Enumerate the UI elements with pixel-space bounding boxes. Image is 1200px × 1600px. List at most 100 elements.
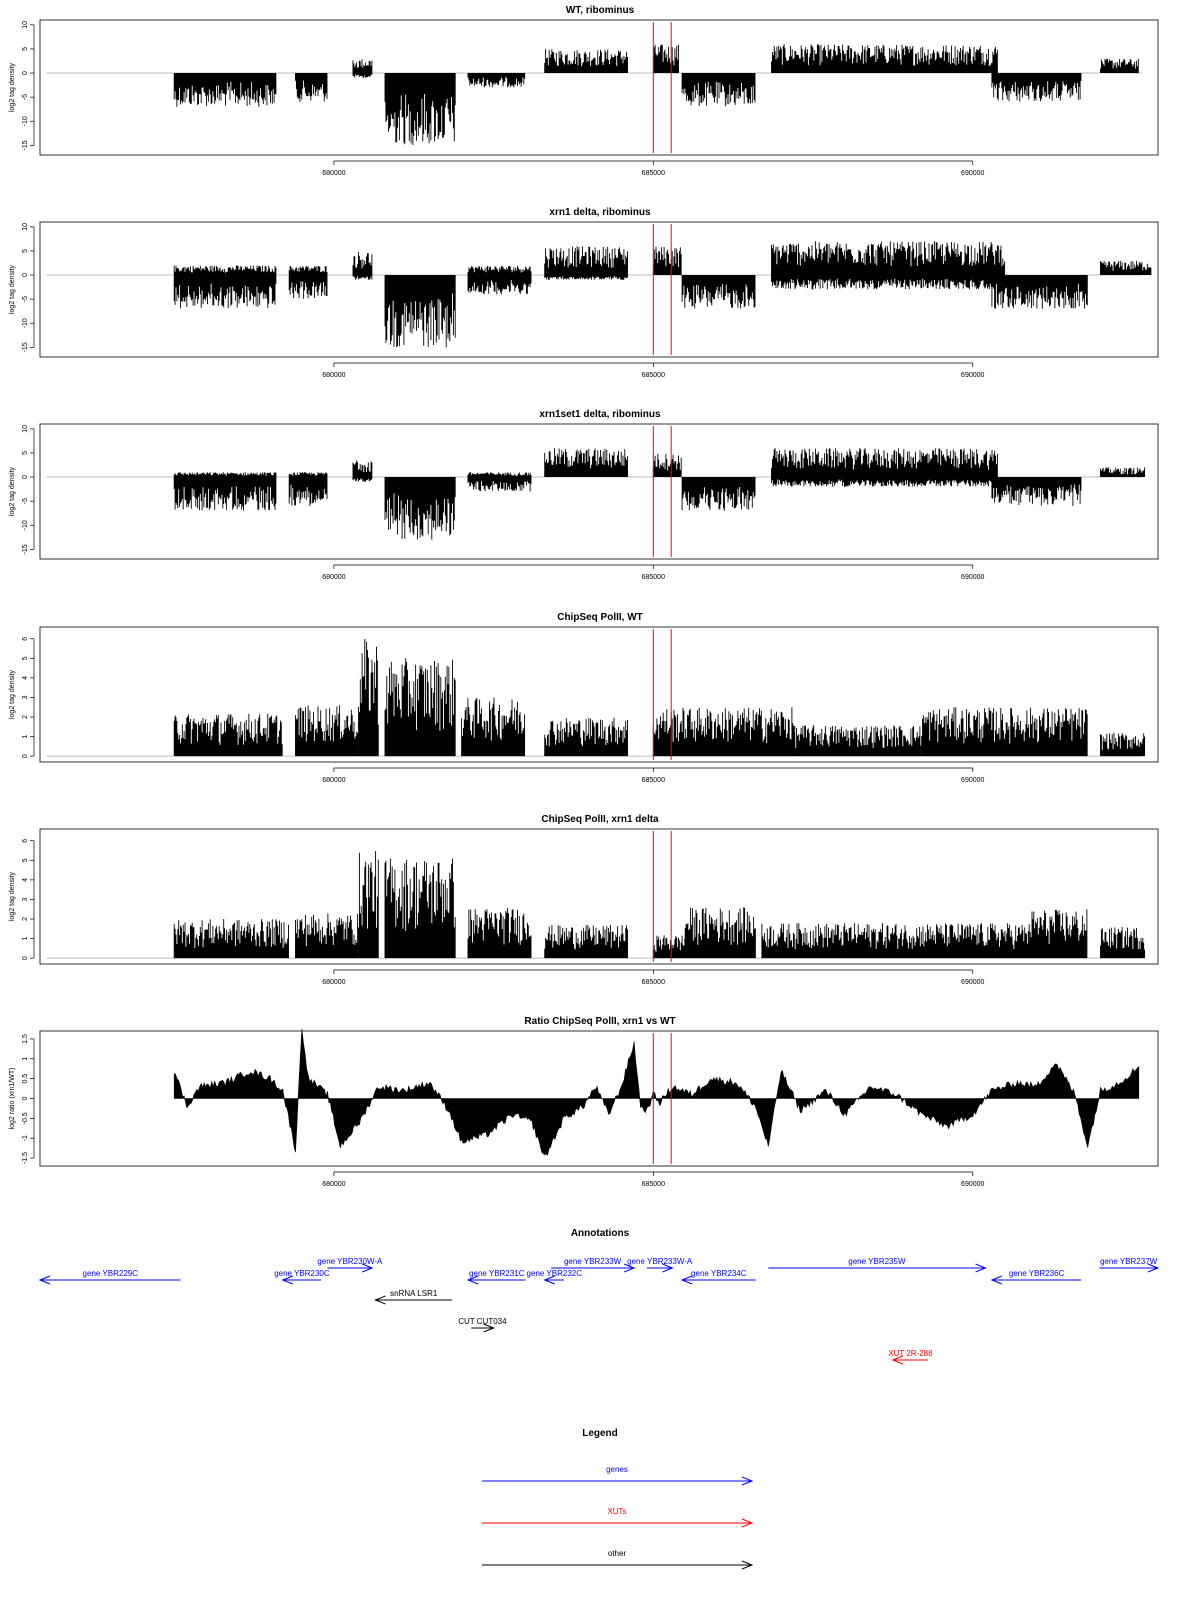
panel-title: xrn1set1 delta, ribominus [539,409,661,420]
annotation-feature: gene YBR230W-A [317,1257,383,1273]
signal-segment [295,73,328,102]
annotation-feature: XUT 2R-288 [888,1349,933,1365]
signal-segment [771,448,998,487]
signal-bars [1029,909,1088,959]
track-panel: Ratio ChipSeq PolII, xrn1 vs WT 1.5 1 0.5 0 -… [9,1016,1159,1188]
plot-frame [39,19,1159,156]
signal-segment [467,472,532,492]
signal-segment [352,251,373,280]
signal-bars [461,697,526,757]
signal-segment [544,924,628,959]
signal-segment [771,241,1006,290]
feature-label: gene YBR233W [564,1257,622,1266]
feature-label: gene YBR230W-A [317,1257,383,1266]
feature-label: XUT 2R-288 [888,1349,933,1358]
feature-arrowhead [891,1355,904,1365]
signal-bars [921,707,1088,757]
signal-bars [652,246,682,275]
x-tick-label: 685000 [642,574,665,581]
y-tick-label: 2 [22,715,29,719]
signal-bars [288,265,328,299]
feature-arrowhead [281,1275,293,1285]
y-tick-label: 10 [22,223,29,231]
panel-title: ChipSeq PolII, xrn1 delta [541,814,659,825]
annotation-feature: gene YBR237W [1099,1257,1160,1273]
feature-arrowhead [623,1263,636,1273]
annotation-feature: gene YBR231C [466,1269,526,1285]
plot-frame [39,828,1159,965]
x-tick-label: 685000 [642,979,665,986]
y-tick-label: 10 [22,21,29,29]
annotation-feature: snRNA LSR1 [374,1289,453,1305]
signal-segment [771,44,998,73]
signal-segment [358,851,379,959]
feature-label: gene YBR232C [527,1269,583,1278]
signal-bars [173,713,283,757]
plot-frame [39,221,1159,358]
y-tick-label: 5 [22,249,29,253]
legend-label: XUTs [607,1507,626,1516]
signal-bars [771,241,1006,290]
signal-bars [358,851,379,959]
x-tick-label: 690000 [961,372,984,379]
annotation-feature: gene YBR236C [990,1269,1082,1285]
y-tick-label: -15 [22,544,29,554]
y-tick-label: 0 [22,71,29,75]
signal-bars [652,707,795,757]
feature-arrowhead [662,1263,674,1273]
x-tick-label: 690000 [961,574,984,581]
signal-bars [288,472,328,506]
x-tick-label: 680000 [322,979,345,986]
signal-bars [771,44,998,73]
legend-arrowhead [741,1560,754,1570]
signal-bars [681,73,756,107]
legend-item: genes [482,1465,754,1486]
feature-label: gene YBR233W-A [627,1257,693,1266]
signal-bars [652,453,682,477]
signal-bars [991,275,1088,309]
feature-arrowhead [466,1275,479,1285]
plot-frame [39,423,1159,560]
legend-arrowhead [741,1476,754,1486]
y-tick-label: 3 [22,695,29,699]
y-tick-label: 5 [22,656,29,660]
signal-bars [991,73,1082,102]
signal-bars [793,725,922,757]
signal-segment [352,460,373,482]
feature-arrowhead [680,1275,693,1285]
signal-segment [288,472,328,506]
signal-segment [652,453,682,477]
signal-bars [467,265,532,295]
plot-frame [39,1030,1159,1167]
signal-bars [684,907,756,959]
y-axis-label: log2 tag density [9,62,16,112]
feature-arrowhead [374,1295,386,1305]
x-tick-label: 680000 [322,777,345,784]
feature-arrowhead [990,1275,1003,1285]
signal-segment [544,448,628,477]
panel-title: WT, ribominus [566,5,635,16]
signal-segment [467,907,532,959]
feature-label: gene YBR235W [848,1257,906,1266]
y-tick-label: 0 [22,1096,29,1100]
y-tick-label: 1 [22,1057,29,1061]
x-tick-label: 680000 [322,574,345,581]
feature-label: gene YBR231C [469,1269,525,1278]
annotations-title: Annotations [571,1228,630,1239]
signal-segment [544,717,628,757]
feature-label: gene YBR236C [1009,1269,1065,1278]
panel-title: xrn1 delta, ribominus [549,207,651,218]
y-tick-label: 3 [22,897,29,901]
signal-bars [173,472,277,511]
signal-bars [352,251,373,280]
x-tick-label: 680000 [322,170,345,177]
signal-segment [173,919,289,959]
ratio-area [173,1028,1140,1156]
y-tick-label: -5 [22,94,29,100]
annotation-feature: gene YBR233W [551,1257,636,1273]
signal-segment [652,246,682,275]
signal-bars [467,907,532,959]
feature-label: snRNA LSR1 [390,1289,438,1298]
annotation-feature: gene YBR235W [768,1257,987,1273]
